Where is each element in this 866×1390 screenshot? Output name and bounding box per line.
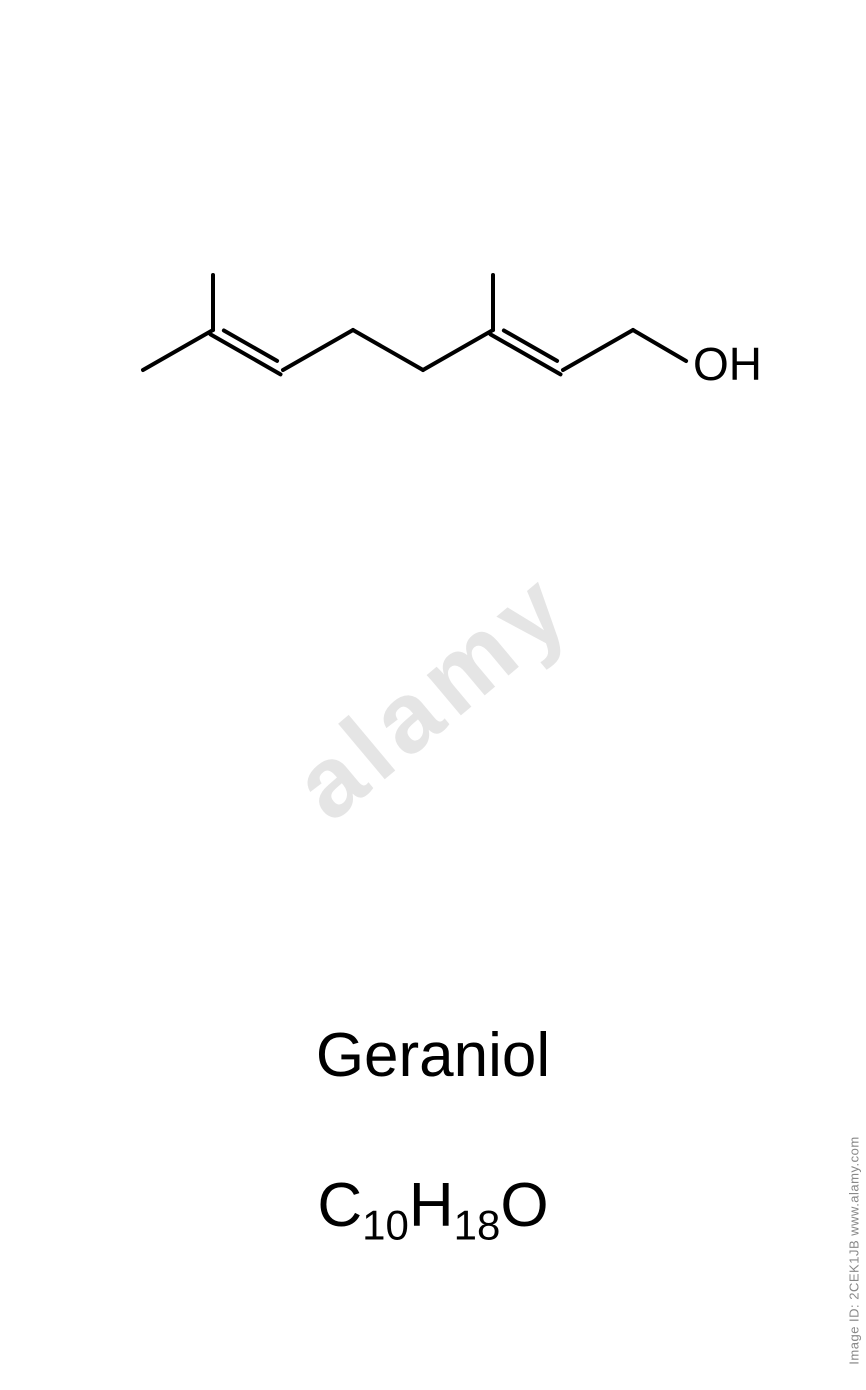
credit-bar: Image ID: 2CEK1JB www.alamy.com [842, 1110, 866, 1390]
credit-text: Image ID: 2CEK1JB www.alamy.com [847, 1136, 862, 1364]
watermark: alamy [272, 547, 594, 843]
formula-carbon: C [317, 1171, 362, 1240]
skeletal-formula-svg: OH [83, 240, 783, 440]
compound-name: Geraniol [316, 1020, 550, 1091]
molecular-formula: C10H18O [317, 1170, 548, 1249]
formula-oxygen: O [500, 1171, 548, 1240]
molecular-structure: OH [83, 240, 783, 440]
hydroxyl-label: OH [693, 338, 762, 390]
formula-carbon-count: 10 [362, 1201, 409, 1248]
formula-hydrogen-count: 18 [454, 1201, 501, 1248]
formula-hydrogen: H [409, 1171, 454, 1240]
